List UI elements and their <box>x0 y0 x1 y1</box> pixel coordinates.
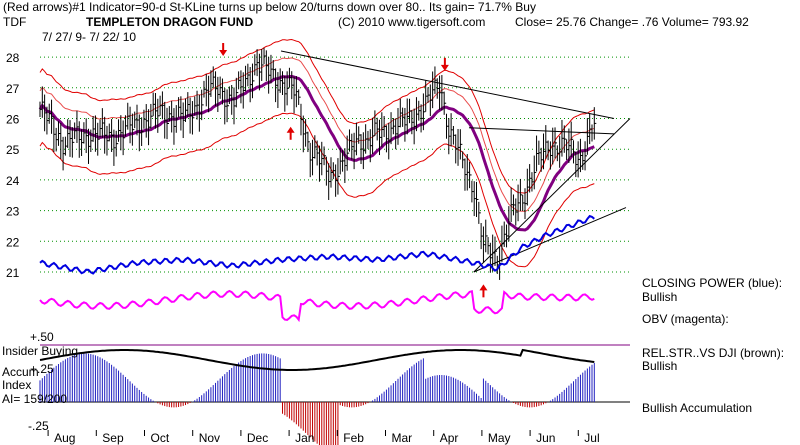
y-tick-21: 21 <box>6 266 20 280</box>
x-tick-dec: Dec <box>247 431 268 445</box>
x-tick-jun: Jun <box>536 431 555 445</box>
x-tick-mar: Mar <box>392 431 413 445</box>
obv-line <box>39 289 595 323</box>
fund-title: TEMPLETON DRAGON FUND <box>86 15 254 29</box>
price-stats: Close= 25.76 Change= .76 Volume= 793.92 <box>515 15 749 29</box>
accumulation-value: Bullish Accumulation <box>642 401 753 415</box>
y-tick-23: 23 <box>6 205 20 219</box>
plus50-label: +.50 <box>30 330 54 344</box>
minus25-label: -.25 <box>28 419 49 433</box>
x-tick-nov: Nov <box>199 431 220 445</box>
y-tick-26: 26 <box>6 113 20 127</box>
x-tick-jul: Jul <box>584 431 599 445</box>
signal-arrows <box>219 43 488 298</box>
plus25-label: +.25 <box>30 362 54 376</box>
copyright: (C) 2010 www.tigersoft.com <box>338 15 486 29</box>
y-axis-ticks: 28 27 26 25 24 23 22 21 <box>6 51 20 280</box>
accumulation-panel <box>39 344 630 445</box>
y-tick-27: 27 <box>6 82 20 96</box>
index-label: Index <box>2 378 32 392</box>
relative-strength-line <box>39 348 595 371</box>
support-trendline-steep <box>473 118 631 273</box>
x-tick-feb: Feb <box>343 431 364 445</box>
price-bars <box>39 47 597 280</box>
closing-power <box>39 214 595 275</box>
buy-arrow-head <box>286 126 295 133</box>
relstr-value: Bullish <box>642 359 678 373</box>
trendlines <box>280 50 631 273</box>
upper-band <box>39 38 595 194</box>
y-tick-22: 22 <box>6 235 20 249</box>
indicator-headline: (Red arrows)#1 Indicator=90-d St-KLine t… <box>3 0 536 14</box>
ticker: TDF <box>3 15 27 29</box>
x-tick-sep: Sep <box>102 431 124 445</box>
y-tick-28: 28 <box>6 51 20 65</box>
relstr-label: REL.STR..VS DJI (brown): <box>642 346 785 360</box>
y-tick-25: 25 <box>6 143 20 157</box>
closing-power-label: CLOSING POWER (blue): <box>642 276 783 290</box>
sell-arrow-head <box>219 50 228 57</box>
buy-arrow-head <box>479 284 488 291</box>
x-tick-apr: Apr <box>440 431 459 445</box>
x-tick-oct: Oct <box>151 431 170 445</box>
closing-power-line <box>39 214 595 275</box>
horizontal-trendline <box>468 127 615 135</box>
y-tick-24: 24 <box>6 174 20 188</box>
x-tick-jan: Jan <box>295 431 314 445</box>
x-tick-aug: Aug <box>54 431 75 445</box>
sell-arrow-head <box>440 64 449 71</box>
support-trendline-shallow <box>473 207 627 273</box>
insider-buying-label: Insider Buying <box>2 344 79 358</box>
accum-label: Accum <box>2 365 39 379</box>
ai-label: AI= 159/200 <box>2 392 68 406</box>
obv-label: OBV (magenta): <box>642 312 729 326</box>
date-range: 7/ 27/ 9- 7/ 22/ 10 <box>42 30 137 44</box>
x-tick-may: May <box>488 431 511 445</box>
obv <box>39 289 595 323</box>
closing-power-value: Bullish <box>642 290 678 304</box>
x-axis: Aug Sep Oct Nov Dec Jan Feb Mar Apr May Jun Jul <box>47 430 600 445</box>
resistance-trendline <box>280 50 615 119</box>
